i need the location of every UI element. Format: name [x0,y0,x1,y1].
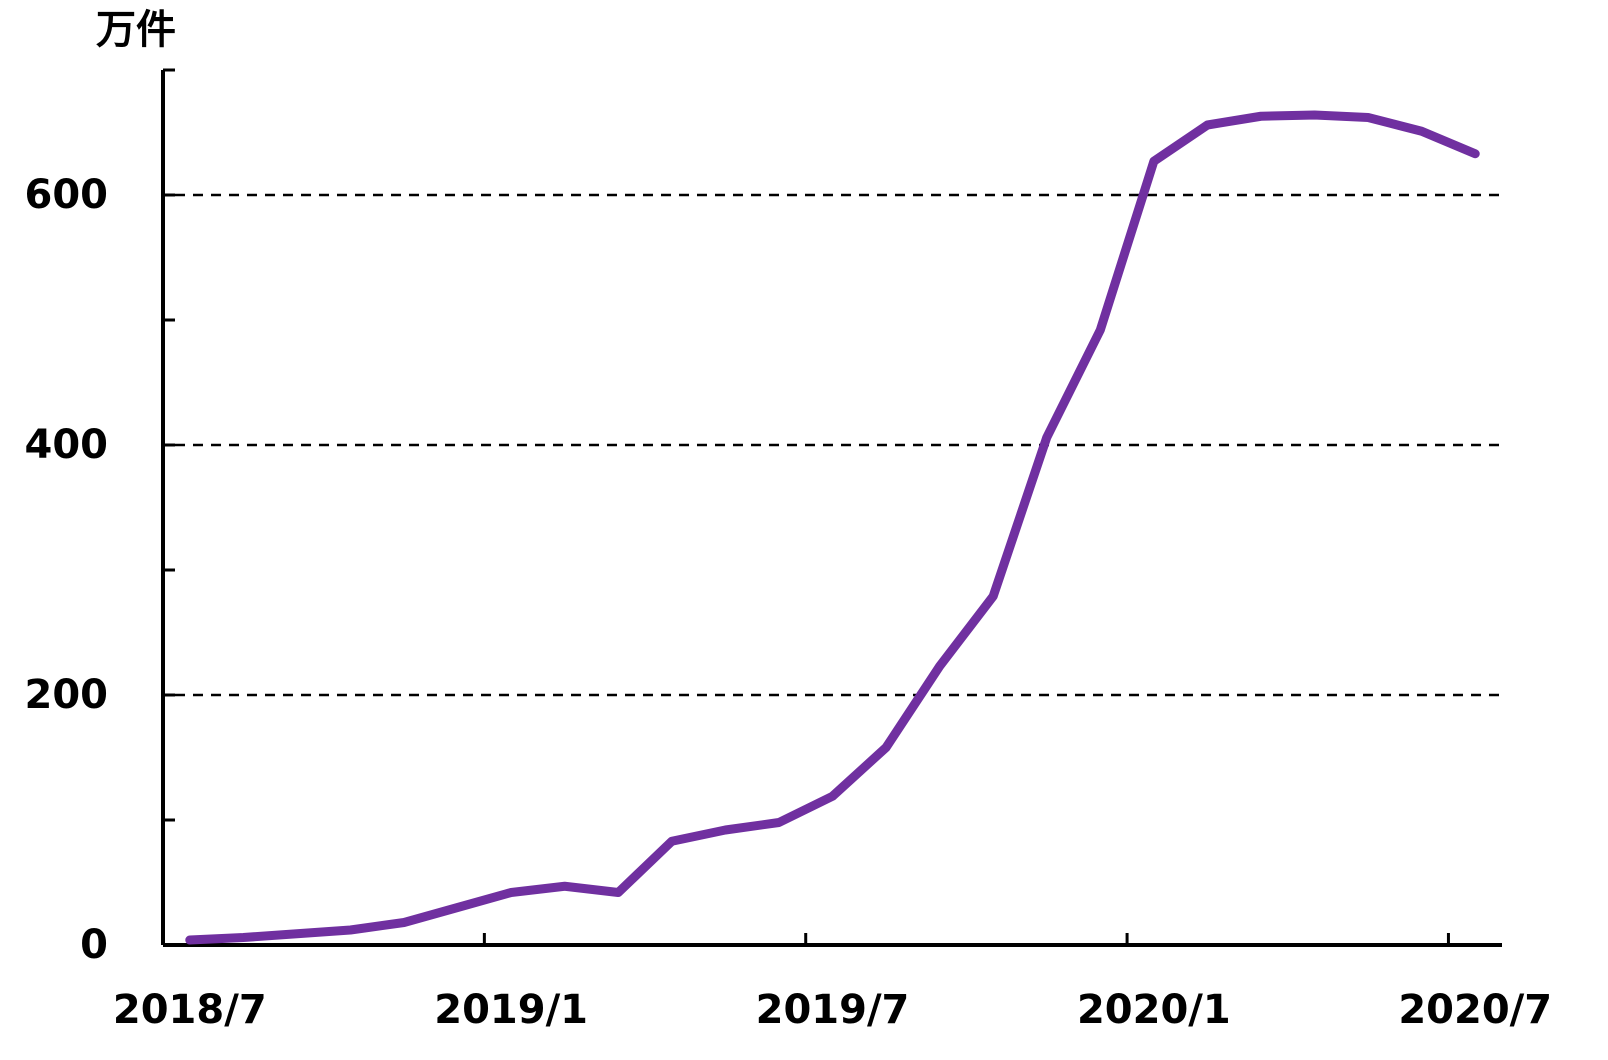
x-tick-label: 2020/7 [1398,987,1552,1033]
x-tick-label: 2019/1 [434,987,588,1033]
y-tick-label: 0 [80,922,108,968]
x-tick-label: 2019/7 [756,987,910,1033]
y-unit-label: 万件 [96,7,176,53]
line-series [185,110,1480,945]
y-tick-label: 400 [25,422,109,468]
x-tick-label: 2020/1 [1077,987,1231,1033]
y-tick-label: 200 [25,672,109,718]
x-tick-label: 2018/7 [113,987,267,1033]
y-tick-label: 600 [25,172,109,218]
